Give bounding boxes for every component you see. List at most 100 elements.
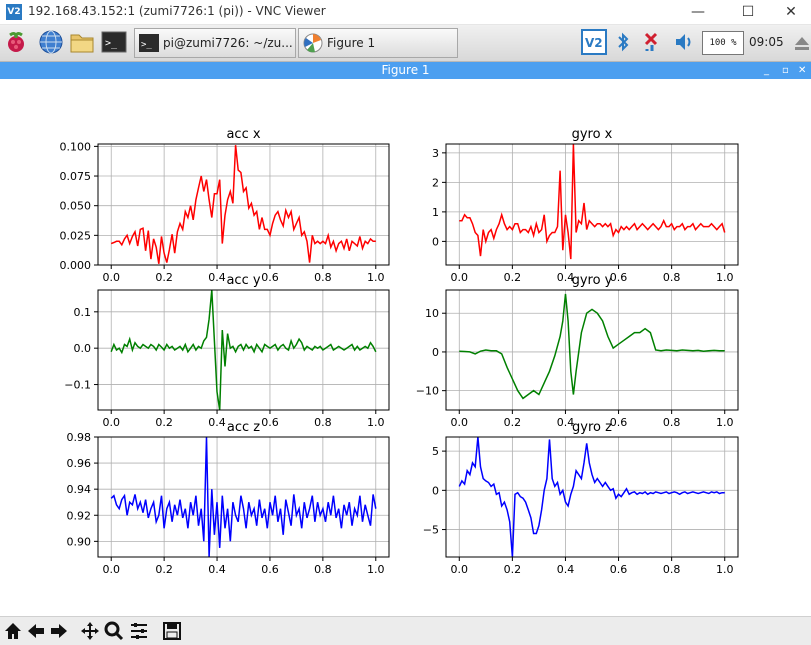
x-tick-label: 0.6	[261, 563, 279, 576]
figure-title: Figure 1	[381, 63, 430, 77]
axes-frame	[97, 143, 390, 266]
x-tick-label: 1.0	[716, 416, 734, 429]
series-line-acc-y	[110, 289, 377, 411]
x-tick-label: 0.4	[557, 563, 575, 576]
svg-text:V2: V2	[585, 36, 603, 50]
y-tick-label: −0.1	[64, 379, 91, 392]
svg-text:>_: >_	[141, 40, 152, 50]
y-tick-label: 0.96	[67, 457, 92, 470]
x-tick-label: 1.0	[367, 271, 385, 284]
matplotlib-icon	[303, 33, 323, 53]
y-tick-label: 0.050	[60, 200, 92, 213]
axes-frame	[445, 143, 739, 266]
svg-text:>_: >_	[105, 38, 118, 49]
taskbar-terminal-task[interactable]: >_ pi@zumi7726: ~/zu...	[134, 28, 296, 58]
x-tick-label: 1.0	[716, 563, 734, 576]
home-icon[interactable]	[3, 621, 23, 641]
taskbar-panel: >_ >_ pi@zumi7726: ~/zu... Figure 1 V2 1…	[0, 25, 811, 62]
raspberry-menu-icon[interactable]	[4, 29, 28, 55]
x-tick-label: 0.0	[451, 271, 469, 284]
y-tick-label: 0.025	[60, 229, 92, 242]
minimize-button[interactable]: —	[691, 4, 705, 20]
x-tick-label: 0.2	[155, 271, 173, 284]
file-manager-icon[interactable]	[68, 29, 96, 55]
y-tick-label: 0.075	[60, 170, 92, 183]
taskbar-figure-task[interactable]: Figure 1	[298, 28, 458, 58]
x-tick-label: 0.2	[504, 416, 522, 429]
browser-globe-icon[interactable]	[38, 29, 64, 55]
zoom-icon[interactable]	[104, 621, 124, 641]
configure-subplots-icon[interactable]	[129, 621, 149, 641]
x-tick-label: 0.4	[208, 416, 226, 429]
eject-icon[interactable]	[793, 29, 811, 55]
y-tick-label: 0.98	[67, 431, 92, 444]
x-tick-label: 0.6	[610, 271, 628, 284]
window-title: 192.168.43.152:1 (zumi7726:1 (pi)) - VNC…	[28, 4, 326, 18]
y-tick-label: 0.92	[67, 509, 92, 522]
subplot-title: gyro y	[572, 273, 613, 288]
cpu-usage-monitor[interactable]: 100 %	[702, 31, 744, 55]
bluetooth-icon[interactable]	[614, 29, 632, 55]
vnc-title-bar: V2 192.168.43.152:1 (zumi7726:1 (pi)) - …	[0, 0, 811, 25]
x-tick-label: 0.0	[451, 416, 469, 429]
terminal-launcher-icon[interactable]: >_	[100, 29, 128, 55]
x-tick-label: 0.2	[155, 563, 173, 576]
terminal-task-label: pi@zumi7726: ~/zu...	[163, 36, 293, 50]
series-line-gyro-z	[458, 436, 725, 558]
figure-task-label: Figure 1	[327, 36, 376, 50]
y-tick-label: 1	[432, 206, 439, 219]
x-tick-label: 0.2	[504, 271, 522, 284]
series-line-acc-z	[110, 436, 377, 558]
axes-frame	[445, 289, 739, 411]
x-tick-label: 0.0	[102, 563, 120, 576]
series-line-gyro-y	[459, 293, 725, 400]
x-tick-label: 0.6	[261, 271, 279, 284]
terminal-icon: >_	[139, 34, 159, 52]
volume-icon[interactable]	[674, 29, 696, 55]
navigation-toolbar	[0, 616, 811, 645]
subplots-svg: 0.0 0.2 0.4 0.6 0.8 1.0 0.0 0 0 0.025 0.050 0.075 0.…	[60, 127, 739, 576]
network-disconnected-icon[interactable]	[643, 29, 667, 55]
x-tick-label: 0.0	[451, 563, 469, 576]
x-tick-label: 0.6	[610, 416, 628, 429]
x-tick-label: 0.8	[663, 416, 681, 429]
x-tick-label: 0.2	[155, 416, 173, 429]
subplot-title: gyro z	[572, 420, 612, 435]
vnc-logo-icon: V2	[6, 4, 22, 20]
vnc-server-icon[interactable]: V2	[581, 29, 607, 55]
x-tick-label: 0.4	[557, 416, 575, 429]
x-tick-label: 0.4	[208, 563, 226, 576]
series-line-acc-x	[110, 145, 376, 264]
y-tick-label: 0	[432, 484, 439, 497]
save-icon[interactable]	[162, 621, 182, 641]
subplot-title: acc x	[226, 127, 260, 142]
close-button[interactable]: ✕	[785, 4, 797, 20]
y-tick-label: −5	[423, 524, 439, 537]
x-tick-label: 0.8	[314, 271, 332, 284]
y-tick-label: 0.100	[60, 140, 92, 153]
clock[interactable]: 09:05	[749, 35, 784, 49]
axes-frame	[97, 289, 390, 411]
x-tick-label: 0.4	[557, 271, 575, 284]
figure-maximize-button[interactable]: ▫	[782, 65, 789, 76]
maximize-button[interactable]: ☐	[741, 4, 755, 20]
pan-icon[interactable]	[80, 621, 100, 641]
x-tick-label: 0.8	[314, 563, 332, 576]
y-tick-label: 0.94	[67, 483, 92, 496]
y-tick-label: 0	[432, 235, 439, 248]
y-tick-label: 3	[432, 147, 439, 160]
forward-icon[interactable]	[49, 621, 69, 641]
y-tick-label: 10	[425, 307, 439, 320]
y-tick-label: 0.1	[74, 306, 92, 319]
figure-close-button[interactable]: ✕	[798, 65, 807, 76]
x-tick-label: 0.4	[208, 271, 226, 284]
series-line-gyro-x	[459, 143, 726, 260]
figure-canvas[interactable]: 0.0 0.2 0.4 0.6 0.8 1.0 0.0 0 0 0.025 0.050 0.075 0.…	[0, 79, 811, 615]
x-tick-label: 0.0	[102, 271, 120, 284]
subplot-title: acc z	[227, 420, 260, 435]
back-icon[interactable]	[26, 621, 46, 641]
x-tick-label: 0.6	[610, 563, 628, 576]
x-tick-label: 0.8	[663, 271, 681, 284]
y-tick-label: 2	[432, 176, 439, 189]
figure-minimize-button[interactable]: _	[764, 65, 769, 76]
